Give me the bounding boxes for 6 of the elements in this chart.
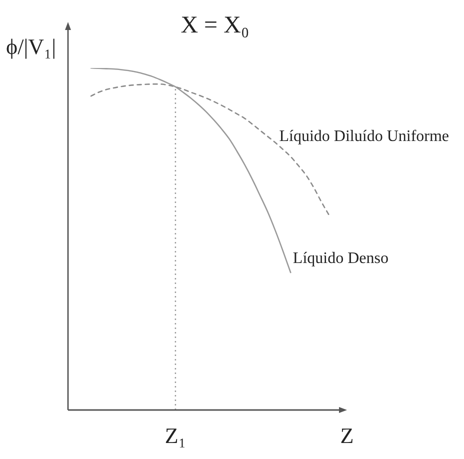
chart-title: X = X₀	[180, 12, 250, 38]
text: Z₁	[164, 422, 186, 448]
series-label: Líquido Diluído Uniforme	[279, 128, 450, 145]
y-axis-title: ϕ/|V₁|	[6, 34, 56, 59]
series-label: Líquido Denso	[292, 250, 388, 268]
x-axis-title: Z	[340, 422, 354, 448]
